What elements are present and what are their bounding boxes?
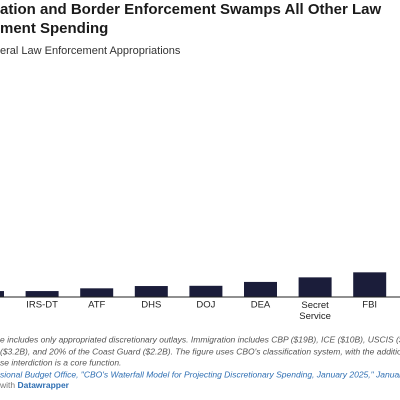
x-tick-label: IRS-DT bbox=[26, 300, 58, 311]
bar bbox=[0, 291, 4, 297]
note: ($3.2B), and 20% of the Coast Guard ($2.… bbox=[0, 346, 400, 356]
bar bbox=[80, 288, 114, 297]
note: se interdiction is a core function. bbox=[0, 357, 121, 367]
chart-title: ation and Border Enforcement Swamps All … bbox=[0, 1, 382, 18]
x-tick-label: ATF bbox=[88, 300, 105, 311]
bar bbox=[298, 277, 332, 297]
x-tick-label: DEA bbox=[251, 300, 271, 311]
note: e includes only appropriated discretiona… bbox=[0, 334, 400, 344]
bar bbox=[25, 291, 59, 297]
credit-prefix: with bbox=[0, 380, 15, 390]
credit: with Datawrapper bbox=[0, 380, 70, 390]
chart-title: ment Spending bbox=[0, 20, 108, 37]
x-tick-label: DOJ bbox=[196, 300, 215, 311]
chart-subtitle: eral Law Enforcement Appropriations bbox=[0, 45, 181, 57]
x-tick-label: FBI bbox=[362, 300, 377, 311]
x-tick-label: DHS bbox=[141, 300, 161, 311]
bar bbox=[134, 286, 168, 297]
bar bbox=[353, 272, 387, 297]
bar bbox=[189, 285, 223, 297]
source: sional Budget Office, "CBO's Waterfall M… bbox=[0, 369, 400, 379]
credit-link[interactable]: Datawrapper bbox=[18, 380, 70, 390]
bar bbox=[244, 281, 277, 297]
x-tick-label: Secret Service bbox=[299, 300, 331, 322]
